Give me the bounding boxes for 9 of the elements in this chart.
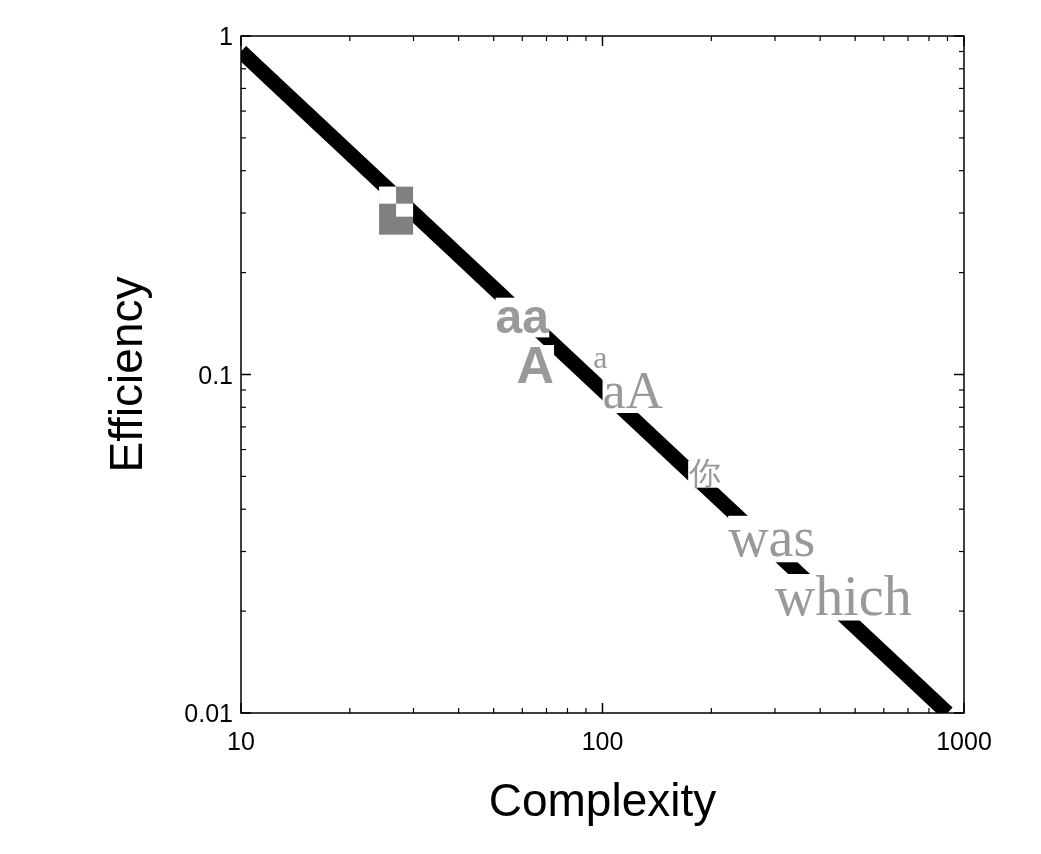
y-axis-title: Efficiency <box>100 276 152 473</box>
y-tick-label: 0.01 <box>184 699 233 727</box>
x-tick-label: 1000 <box>936 727 992 755</box>
y-tick-label: 0.1 <box>198 360 233 389</box>
y-tick-label: 1 <box>219 22 233 50</box>
annotation: 你 <box>689 455 722 492</box>
x-axis-title: Complexity <box>488 774 717 826</box>
x-tick-label: 10 <box>227 727 255 755</box>
x-tick-label: 100 <box>581 727 624 755</box>
